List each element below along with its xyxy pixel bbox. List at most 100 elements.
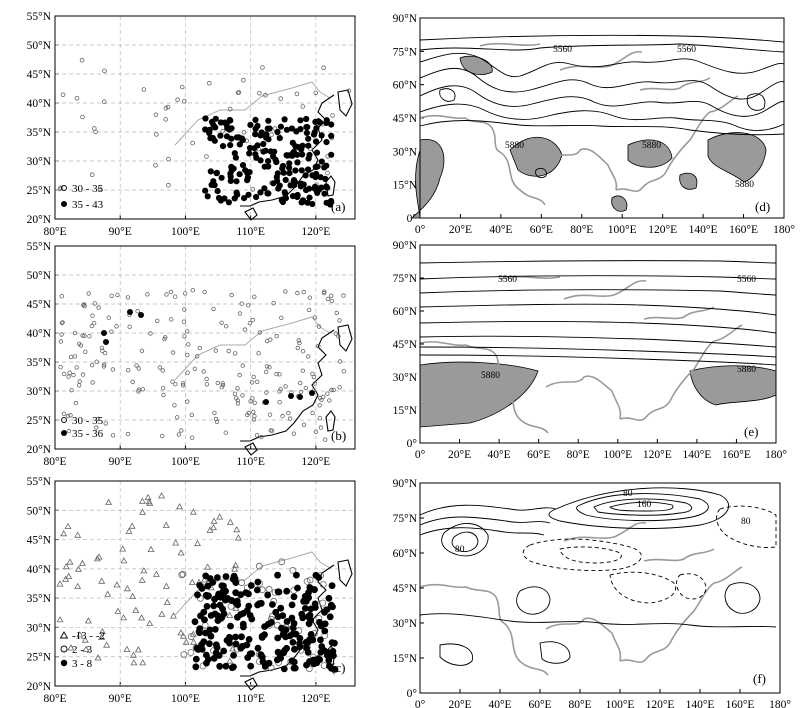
station-filled	[305, 135, 312, 142]
lat-tick-a-6: 25°N	[27, 185, 52, 197]
station-triangle	[113, 581, 121, 588]
station-filled	[282, 626, 290, 634]
station-filled	[246, 150, 253, 157]
station-open	[178, 571, 186, 579]
station-filled	[261, 663, 269, 670]
contour-map-f: 90°N 75°N 60°N 45°N 30°N 15°N 0° 0° 20°E 40°E 60°…	[393, 478, 792, 708]
latitude-ticks-c: 55°N 50°N 45°N 40°N 35°N 30°N 25°N 20°N	[27, 476, 59, 693]
station-open	[153, 112, 159, 118]
lat-tick-a-3: 40°N	[27, 98, 52, 110]
station-filled	[252, 131, 259, 138]
station-triangle	[158, 610, 166, 617]
hainan-a	[244, 207, 258, 221]
station-filled	[291, 182, 298, 189]
station-open	[219, 320, 224, 325]
station-triangle	[82, 645, 90, 652]
station-triangle	[114, 607, 122, 614]
station-filled	[298, 167, 305, 174]
station-open	[74, 96, 80, 101]
station-triangle	[74, 531, 82, 538]
station-filled	[323, 183, 330, 190]
station-open	[321, 65, 326, 70]
station-open	[317, 415, 323, 421]
station-open	[298, 389, 304, 395]
station-triangle	[210, 517, 218, 524]
lat-tick-f-2: 60°N	[393, 548, 418, 560]
station-filled	[294, 159, 301, 166]
station-filled	[264, 591, 272, 599]
station-triangle	[132, 606, 140, 613]
station-filled	[297, 394, 303, 400]
station-open	[250, 317, 255, 323]
station-open	[303, 385, 309, 391]
station-filled	[245, 636, 253, 643]
station-filled	[225, 199, 232, 206]
station-open	[172, 403, 177, 408]
station-filled	[220, 610, 228, 618]
station-filled	[226, 635, 234, 642]
station-open	[100, 348, 105, 353]
station-filled	[313, 170, 320, 178]
hainan-c	[244, 677, 258, 691]
station-filled	[304, 124, 311, 131]
station-open	[125, 295, 131, 300]
station-filled	[294, 193, 301, 201]
lat-tick-b-5: 30°N	[27, 386, 52, 398]
station-open	[110, 433, 116, 438]
station-filled	[304, 649, 312, 656]
station-filled	[323, 139, 330, 146]
station-filled	[261, 163, 268, 170]
station-filled	[236, 141, 243, 148]
contours-e	[419, 260, 777, 366]
station-filled	[306, 194, 313, 201]
station-filled	[312, 571, 320, 579]
station-filled	[202, 126, 209, 133]
station-filled	[309, 200, 316, 208]
station-open	[154, 132, 159, 137]
station-filled	[299, 142, 306, 149]
station-filled	[251, 145, 258, 152]
lat-tick-d-3: 45°N	[393, 113, 418, 125]
station-filled	[237, 644, 245, 652]
station-open	[220, 381, 225, 386]
legend-c-item-3: 3 - 8	[72, 658, 93, 670]
station-open	[201, 369, 206, 374]
station-open	[240, 393, 245, 398]
station-open	[180, 651, 188, 659]
station-filled	[306, 636, 313, 643]
station-triangle	[66, 558, 74, 565]
station-open	[61, 371, 67, 377]
station-open	[139, 348, 145, 353]
panel-label-b: (b)	[331, 428, 346, 443]
station-open	[58, 339, 64, 344]
station-open	[263, 92, 268, 98]
station-open	[176, 432, 182, 437]
station-open	[94, 425, 99, 430]
station-filled	[237, 611, 244, 618]
station-triangle	[189, 508, 197, 515]
station-open	[252, 294, 257, 299]
station-triangle	[147, 545, 155, 552]
station-open	[74, 365, 79, 370]
korea-a	[337, 89, 353, 117]
station-filled	[239, 162, 247, 169]
panel-label-e: (e)	[744, 424, 758, 439]
station-open	[110, 367, 115, 372]
station-open	[197, 345, 202, 351]
station-filled	[288, 125, 295, 132]
station-open	[260, 65, 265, 70]
station-open	[145, 292, 150, 297]
lon-tick-d-3: 60°E	[530, 224, 553, 235]
station-filled	[274, 634, 282, 642]
station-triangle	[226, 611, 234, 618]
station-triangle	[104, 590, 112, 597]
station-filled	[260, 140, 267, 148]
station-filled	[282, 633, 289, 641]
station-open	[325, 296, 331, 302]
station-filled	[297, 117, 304, 124]
station-filled	[204, 193, 211, 200]
station-open	[89, 362, 95, 368]
station-filled	[275, 588, 283, 596]
lon-tick-e-8: 160°E	[722, 449, 751, 461]
station-filled	[214, 617, 222, 624]
